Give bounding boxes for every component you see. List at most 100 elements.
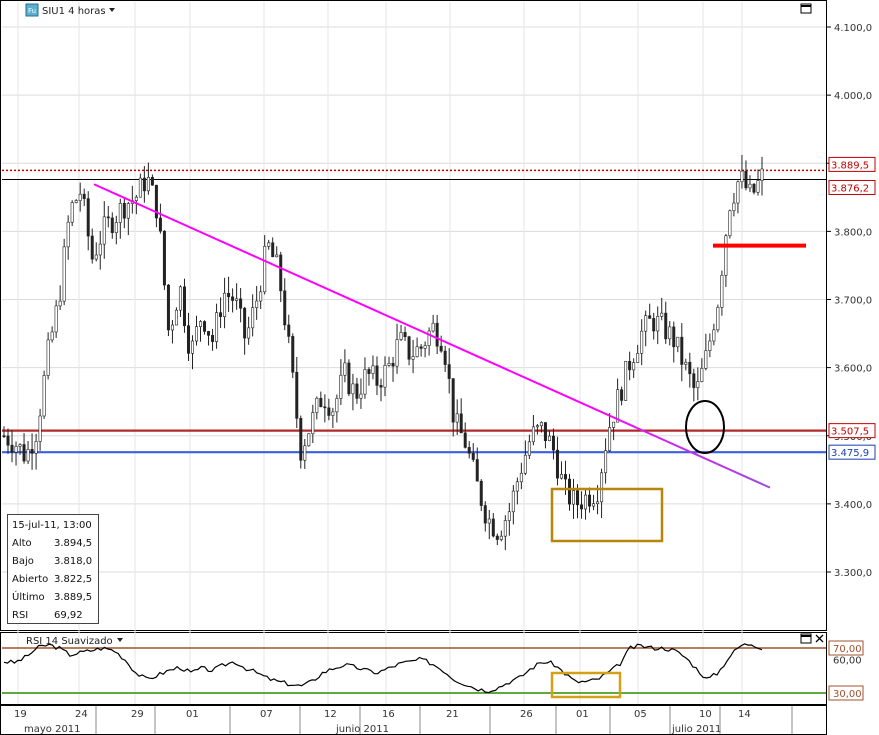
candle-body xyxy=(351,383,355,395)
candle-body xyxy=(620,389,624,401)
candle-body xyxy=(664,312,668,340)
info-value: 3.822,5 xyxy=(54,573,93,585)
candle-body xyxy=(146,177,150,192)
candle-body xyxy=(676,336,680,348)
candle-body xyxy=(612,421,616,428)
candle-body xyxy=(343,362,347,376)
highlight-box xyxy=(550,487,664,543)
candle-body xyxy=(186,325,190,354)
candle-body xyxy=(519,472,523,483)
candle-body xyxy=(46,339,50,376)
candle-body xyxy=(138,177,142,198)
candle-body xyxy=(692,373,696,388)
chart-title[interactable]: SIU1 4 horas xyxy=(42,6,106,17)
candle-body xyxy=(74,200,78,203)
candle-body xyxy=(275,254,279,258)
candle-body xyxy=(102,216,106,245)
x-axis: 19 24 29 01 07 12 16 21 26 01 05 10 14 mayo 2011 junio… xyxy=(14,706,793,735)
candle-body xyxy=(431,322,435,332)
candle-body xyxy=(239,298,243,309)
candle-body xyxy=(507,511,511,521)
candle-body xyxy=(459,413,463,434)
candle-body xyxy=(150,177,154,186)
candle-body xyxy=(235,298,239,301)
candle-body xyxy=(383,365,387,388)
caret-down-icon[interactable] xyxy=(117,638,123,642)
maximize-icon[interactable] xyxy=(800,3,812,14)
candle-body xyxy=(668,326,672,340)
candle-body xyxy=(363,369,367,395)
candle-body xyxy=(359,393,363,399)
maximize-icon[interactable] xyxy=(800,633,812,644)
candle-body xyxy=(170,324,174,331)
x-tick-label: 01 xyxy=(186,709,199,720)
candle-body xyxy=(708,340,712,352)
x-tick-label: 01 xyxy=(576,709,589,720)
candle-body xyxy=(572,490,576,505)
candle-body xyxy=(247,327,251,339)
x-tick-label: 26 xyxy=(520,709,533,720)
candle-body xyxy=(455,413,459,423)
candle-body xyxy=(26,449,30,462)
info-label: Alto xyxy=(12,537,32,549)
y-tick-label: 3.300,0 xyxy=(834,568,872,579)
info-box: 15-jul-11, 13:00 Alto 3.894,5 Bajo 3.818,0… xyxy=(7,514,99,624)
candle-body xyxy=(760,168,764,181)
candle-body xyxy=(696,381,700,388)
price-label-box xyxy=(828,156,876,172)
caret-down-icon[interactable] xyxy=(109,8,115,12)
highlight-circle xyxy=(685,400,725,454)
candle-body xyxy=(379,385,383,388)
x-tick-label: 07 xyxy=(260,709,273,720)
candle-body xyxy=(199,321,203,327)
candle-body xyxy=(195,326,199,342)
candle-body xyxy=(295,371,299,419)
candle-body xyxy=(331,411,335,416)
candle-body xyxy=(62,246,66,302)
candle-body xyxy=(311,412,315,434)
candle-body xyxy=(162,230,166,286)
candle-body xyxy=(231,296,235,301)
candle-body xyxy=(335,398,339,413)
x-tick-label: 12 xyxy=(324,709,337,720)
candle-body xyxy=(223,292,227,317)
y-axis: 4.100,04.000,03.900,03.800,03.700,03.600… xyxy=(826,23,876,701)
candle-body xyxy=(42,375,46,417)
candle-body xyxy=(58,300,62,307)
candle-body xyxy=(636,353,640,363)
candle-body xyxy=(22,444,26,462)
close-icon[interactable] xyxy=(815,634,824,643)
candle-body xyxy=(110,217,114,233)
candle-body xyxy=(656,316,660,332)
x-tick-label: 29 xyxy=(131,709,144,720)
candle-body xyxy=(555,449,559,479)
y-tick-label: 4.100,0 xyxy=(834,23,872,34)
rsi-title[interactable]: RSI 14 Suavizado xyxy=(26,636,113,647)
rsi-line xyxy=(3,643,763,694)
candle-body xyxy=(616,389,620,423)
candle-body xyxy=(567,478,571,505)
candle-body xyxy=(86,198,90,237)
x-month-label: mayo 2011 xyxy=(24,724,81,735)
candle-body xyxy=(752,183,756,193)
candle-body xyxy=(740,170,744,183)
candle-body xyxy=(219,312,223,317)
candle-body xyxy=(588,494,592,507)
candle-body xyxy=(203,321,207,332)
candle-body xyxy=(106,216,110,219)
candle-body xyxy=(174,309,178,326)
candle-body xyxy=(652,318,656,332)
candle-body xyxy=(640,330,644,354)
x-axis-panel xyxy=(0,705,827,735)
candle-body xyxy=(367,369,371,374)
candle-body xyxy=(495,535,499,540)
candle-body xyxy=(375,365,379,386)
price-label: 3.507,5 xyxy=(831,427,869,438)
rsi-series xyxy=(2,643,826,699)
candle-body xyxy=(283,290,287,326)
candle-body xyxy=(447,364,451,379)
price-label-box xyxy=(828,444,876,460)
candle-body xyxy=(70,202,74,223)
candle-body xyxy=(54,305,58,333)
candle-body xyxy=(584,494,588,510)
